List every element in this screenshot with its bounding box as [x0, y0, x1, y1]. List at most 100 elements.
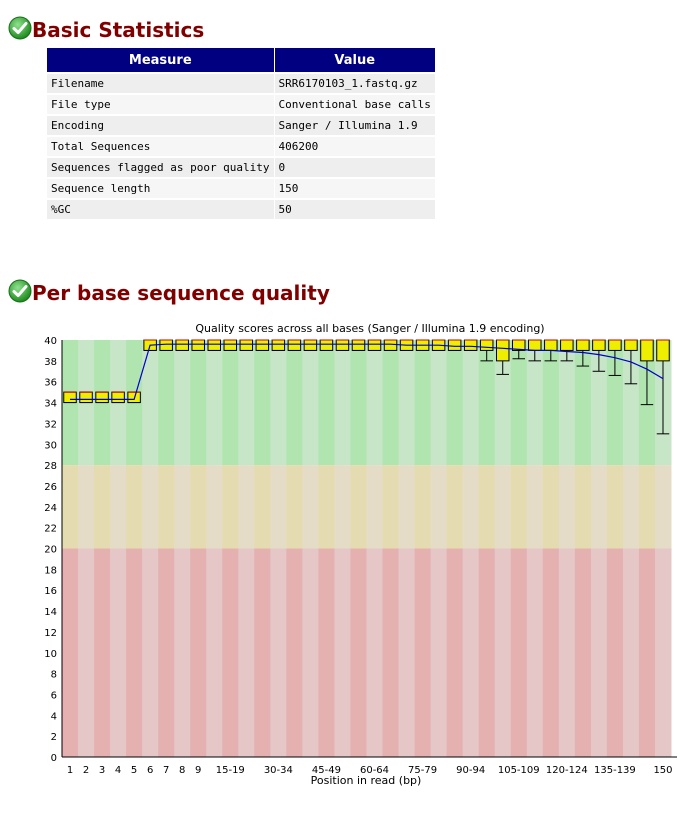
- zone-good-stripe: [334, 340, 351, 466]
- zone-good-stripe: [222, 340, 239, 466]
- y-tick-label: 40: [44, 336, 57, 347]
- zone-reasonable-stripe: [110, 465, 127, 549]
- zone-reasonable-stripe: [638, 465, 656, 549]
- zone-reasonable-stripe: [206, 465, 223, 549]
- table-row: Sequence length 150: [47, 179, 435, 198]
- zone-good-stripe: [286, 340, 303, 466]
- y-tick-label: 8: [51, 670, 57, 681]
- quartile-box: [592, 339, 606, 351]
- y-tick-label: 0: [51, 753, 57, 764]
- x-tick-label: 4: [115, 765, 121, 776]
- zone-reasonable-stripe: [414, 465, 432, 549]
- value-cell: Conventional base calls: [274, 95, 435, 114]
- zone-good-stripe: [158, 340, 175, 466]
- zone-poor-stripe: [542, 548, 560, 757]
- zone-reasonable-stripe: [174, 465, 191, 549]
- table-row: Total Sequences 406200: [47, 137, 435, 156]
- zone-good-stripe: [142, 340, 159, 466]
- y-tick-label: 2: [51, 732, 57, 743]
- zone-reasonable-stripe: [654, 465, 672, 549]
- zone-reasonable-stripe: [574, 465, 592, 549]
- x-tick-label: 75-79: [408, 765, 437, 776]
- zone-poor-stripe: [398, 548, 416, 757]
- zone-poor-stripe: [334, 548, 351, 757]
- zone-good-stripe: [414, 340, 432, 466]
- y-tick-label: 20: [44, 545, 57, 556]
- table-row: Filename SRR6170103_1.fastq.gz: [47, 74, 435, 93]
- zone-poor-stripe: [350, 548, 367, 757]
- mean-line: [70, 343, 664, 401]
- table-row: File type Conventional base calls: [47, 95, 435, 114]
- x-tick-label: 60-64: [360, 765, 389, 776]
- zone-poor-stripe: [382, 548, 400, 757]
- zone-reasonable-stripe: [222, 465, 239, 549]
- zone-reasonable-stripe: [190, 465, 207, 549]
- zone-reasonable-stripe: [542, 465, 560, 549]
- zone-reasonable-stripe: [510, 465, 528, 549]
- zone-reasonable-stripe: [158, 465, 175, 549]
- quartile-box: [560, 339, 574, 351]
- column-header-measure: Measure: [47, 48, 274, 72]
- zone-good-stripe: [494, 340, 512, 466]
- quartile-box: [239, 339, 254, 351]
- quartile-box: [463, 339, 478, 351]
- zone-reasonable-stripe: [606, 465, 624, 549]
- zone-poor-stripe: [510, 548, 528, 757]
- x-tick-label: 45-49: [312, 765, 341, 776]
- x-tick-label: 15-19: [216, 765, 245, 776]
- quartile-box: [111, 391, 125, 404]
- quartile-box: [544, 339, 558, 351]
- quartile-box: [255, 339, 270, 351]
- y-tick-label: 34: [44, 399, 57, 410]
- measure-cell: Sequence length: [47, 179, 274, 198]
- zone-reasonable-stripe: [526, 465, 544, 549]
- zone-poor-stripe: [174, 548, 191, 757]
- x-tick-label: 8: [179, 765, 185, 776]
- zone-reasonable-stripe: [430, 465, 448, 549]
- zone-good-stripe: [238, 340, 255, 466]
- quartile-box: [159, 339, 173, 351]
- measure-cell: Encoding: [47, 116, 274, 135]
- zone-good-stripe: [270, 340, 287, 466]
- pass-check-icon: [8, 279, 32, 303]
- x-tick-label: 120-124: [546, 765, 588, 776]
- y-tick-label: 16: [44, 586, 57, 597]
- zone-good-stripe: [318, 340, 335, 466]
- section-title-basic-statistics: Basic Statistics: [32, 18, 205, 42]
- zone-poor-stripe: [254, 548, 271, 757]
- zone-reasonable-stripe: [302, 465, 319, 549]
- x-axis-label: Position in read (bp): [311, 774, 422, 787]
- y-tick-label: 6: [51, 690, 57, 701]
- x-tick-label: 135-139: [594, 765, 636, 776]
- x-tick-label: 3: [99, 765, 105, 776]
- y-tick-label: 22: [44, 524, 57, 535]
- y-tick-label: 10: [44, 649, 57, 660]
- quartile-box: [223, 339, 238, 351]
- value-cell: 406200: [274, 137, 435, 156]
- zone-reasonable-stripe: [318, 465, 335, 549]
- zone-good-stripe: [622, 340, 640, 466]
- zone-poor-stripe: [318, 548, 335, 757]
- x-tick-label: 90-94: [456, 765, 485, 776]
- y-tick-label: 24: [44, 503, 57, 514]
- zone-good-stripe: [542, 340, 560, 466]
- per-base-quality-header: Per base sequence quality: [8, 279, 330, 305]
- zone-reasonable-stripe: [366, 465, 384, 549]
- table-row: Encoding Sanger / Illumina 1.9: [47, 116, 435, 135]
- zone-good-stripe: [366, 340, 384, 466]
- quartile-box: [319, 339, 334, 351]
- zone-reasonable-stripe: [126, 465, 143, 549]
- quartile-box: [351, 339, 366, 351]
- measure-cell: %GC: [47, 200, 274, 219]
- zone-poor-stripe: [606, 548, 624, 757]
- zone-reasonable-stripe: [398, 465, 416, 549]
- zone-good-stripe: [558, 340, 576, 466]
- zone-good-stripe: [382, 340, 400, 466]
- zone-good-stripe: [302, 340, 319, 466]
- y-tick-label: 36: [44, 378, 57, 389]
- quartile-box: [528, 339, 542, 351]
- y-tick-label: 32: [44, 419, 57, 430]
- zone-poor-stripe: [366, 548, 384, 757]
- zone-good-stripe: [190, 340, 207, 466]
- zone-poor-stripe: [238, 548, 255, 757]
